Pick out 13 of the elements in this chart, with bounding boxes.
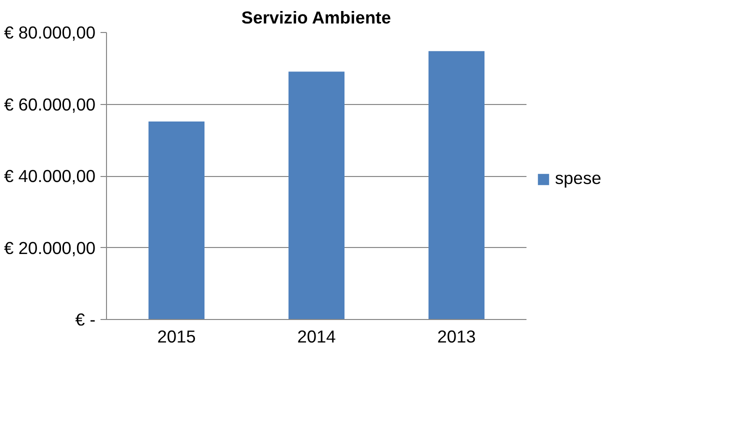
x-tick-label: 2013 [437, 326, 476, 346]
bar [288, 72, 344, 320]
y-tick-label: € 60.000,00 [4, 94, 96, 114]
chart-title: Servizio Ambiente [241, 8, 392, 28]
bar [428, 51, 484, 320]
bar [148, 121, 204, 320]
x-tick-label: 2015 [157, 326, 196, 346]
y-tick-label: € - [75, 310, 96, 330]
y-tick-label: € 20.000,00 [4, 238, 96, 258]
x-tick-label: 2014 [297, 326, 336, 346]
y-tick-label: € 80.000,00 [4, 22, 96, 42]
y-tick-label: € 40.000,00 [4, 166, 96, 186]
legend-label: spese [555, 168, 602, 189]
